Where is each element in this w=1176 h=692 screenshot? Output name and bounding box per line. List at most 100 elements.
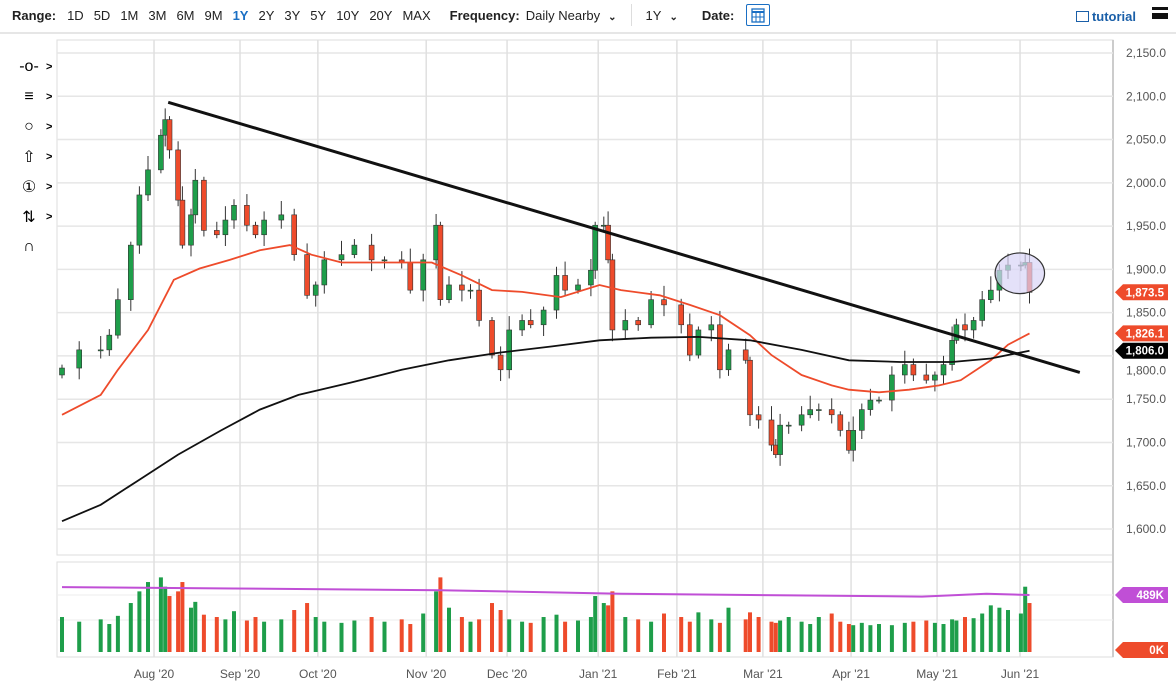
candle (446, 276, 452, 304)
range-5y[interactable]: 5Y (310, 7, 327, 23)
range-9m[interactable]: 9M (204, 7, 223, 23)
drawing-tools: -o- > ≡ > ○ > ⇧ > ① > ⇅ > ∩ (16, 52, 52, 262)
volume-bar (679, 617, 684, 652)
chevron-right-icon: > (46, 151, 53, 163)
ma200-line (61, 335, 1030, 523)
candle (76, 341, 82, 380)
candle-body (420, 259, 427, 291)
volume-bar (808, 624, 813, 652)
candle (222, 206, 229, 247)
trendline (167, 100, 1081, 374)
candle-body (188, 214, 194, 246)
tutorial-label: tutorial (1091, 9, 1136, 24)
highlight-ellipse (994, 252, 1046, 295)
volume-bar (193, 601, 198, 652)
x-tick-label: Sep '20 (220, 667, 261, 681)
candle (231, 199, 237, 229)
tool-magnet[interactable]: ∩ (16, 232, 52, 262)
volume-bar (554, 614, 559, 652)
candle-body (446, 284, 452, 300)
candle-body (76, 349, 82, 369)
candle (815, 403, 822, 421)
volume-bar (997, 607, 1002, 652)
candle (506, 316, 513, 379)
candle (351, 239, 358, 259)
tool-number-marker[interactable]: ① > (16, 172, 53, 202)
volume-bar (180, 582, 185, 652)
crosshair-icon: -o- (19, 58, 39, 75)
y-tick-label: 2,150.0 (1126, 46, 1166, 60)
candle-body (635, 320, 642, 326)
chevron-down-icon: ⌄ (669, 11, 678, 23)
candle-body (949, 340, 955, 365)
range-max[interactable]: MAX (402, 7, 431, 23)
ma50-line (61, 244, 1030, 416)
x-tick-label: Mar '21 (743, 667, 783, 681)
range-5d[interactable]: 5D (93, 7, 111, 23)
candle (214, 221, 220, 239)
range-3y[interactable]: 3Y (284, 7, 301, 23)
range-20y[interactable]: 20Y (369, 7, 393, 23)
candle-body (661, 299, 667, 306)
range-1m[interactable]: 1M (120, 7, 139, 23)
candle-body (979, 299, 986, 321)
volume-bar (799, 621, 804, 652)
candle (398, 251, 405, 269)
chevron-down-icon: ⌄ (608, 11, 617, 23)
candle (588, 258, 594, 297)
menu-icon[interactable] (1152, 7, 1168, 19)
volume-bar (541, 617, 546, 652)
tool-arrow[interactable]: ⇧ > (16, 142, 52, 172)
candle (97, 336, 104, 359)
volume-bar (773, 622, 778, 652)
calendar-icon[interactable] (746, 4, 771, 26)
volume-average-line (61, 586, 1030, 598)
candle-body (815, 409, 822, 411)
candle (467, 284, 474, 299)
range-3m[interactable]: 3M (148, 7, 167, 23)
volume-bar (214, 617, 219, 652)
candle (923, 363, 930, 384)
chevron-right-icon: > (46, 181, 53, 193)
candle-body (136, 194, 143, 246)
candle (777, 413, 783, 466)
candle-body (858, 409, 865, 431)
range-6m[interactable]: 6M (176, 7, 195, 23)
divider (630, 4, 632, 26)
candle-body (755, 414, 762, 421)
tutorial-link[interactable]: tutorial (1075, 9, 1136, 24)
x-tick-label: Jun '21 (1001, 667, 1040, 681)
y-tick-label: 1,600.0 (1126, 522, 1166, 536)
volume-bar (838, 621, 843, 652)
candle (678, 298, 685, 334)
candle-body (304, 254, 310, 296)
candle (166, 116, 173, 159)
candle-body (695, 329, 702, 356)
film-icon (1075, 11, 1089, 22)
tool-trend-lines[interactable]: ≡ > (16, 82, 52, 112)
candle-body (987, 289, 994, 300)
range-2y[interactable]: 2Y (258, 7, 275, 23)
frequency-dropdown[interactable]: Daily Nearby ⌄ (526, 8, 617, 23)
candle-body (953, 324, 960, 341)
candle-body (777, 424, 783, 455)
candle (901, 350, 908, 384)
candle-body (201, 179, 207, 231)
toolbar: Range: 1D 5D 1M 3M 6M 9M 1Y 2Y 3Y 5Y 10Y 20Y MAX Fre… (0, 0, 1176, 30)
volume-bar (687, 621, 692, 652)
tool-crosshair[interactable]: -o- > (16, 52, 52, 82)
y-tick-label: 2,000.0 (1126, 176, 1166, 190)
range-10y[interactable]: 10Y (336, 7, 360, 23)
candle-body (97, 349, 104, 352)
tool-shapes[interactable]: ○ > (16, 112, 52, 142)
candle-body (678, 304, 685, 326)
candle (850, 416, 857, 462)
tool-fibonacci[interactable]: ⇅ > (16, 202, 52, 232)
volume-bar (158, 577, 163, 652)
period-dropdown[interactable]: 1Y ⌄ (646, 8, 678, 23)
candle (407, 248, 414, 294)
volume-bar (963, 617, 967, 652)
range-1d[interactable]: 1D (67, 7, 84, 23)
range-1y[interactable]: 1Y (232, 7, 249, 23)
